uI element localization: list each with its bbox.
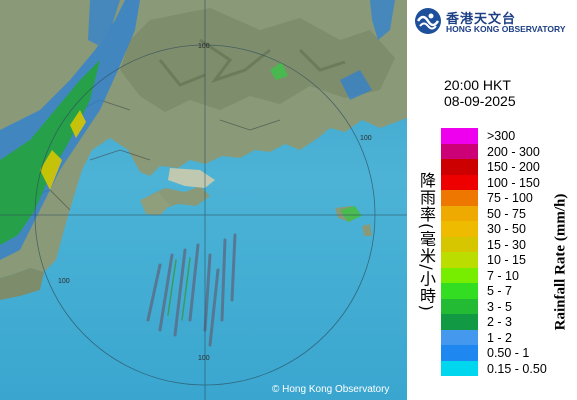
rain-streaks-green [167,257,191,321]
rain-band-west-yellow [40,110,86,190]
scale-range-label: >300 [487,129,516,143]
scale-swatch [441,283,478,299]
scale-row: 7 - 10 [441,267,577,283]
scale-title-english: Rainfall Rate (mm/h) [552,193,569,331]
scale-row: 3 - 5 [441,298,577,314]
scale-swatch [441,314,478,330]
rain-cells-east [270,62,362,222]
scale-swatch [441,143,478,159]
scale-range-label: 2 - 3 [487,315,513,329]
range-label-south: 100 [198,355,210,362]
scale-row: 0.15 - 0.50 [441,360,577,376]
scale-row: 200 - 300 [441,143,577,159]
observation-time: 20:00 HKT [444,77,511,93]
scale-swatch [441,128,478,144]
range-label-west: 100 [58,278,70,285]
scale-range-label: 7 - 10 [487,268,519,283]
scale-row: 10 - 15 [441,252,577,268]
scale-swatch [441,205,478,221]
scale-range-label: 15 - 30 [487,237,526,252]
range-label-east: 100 [360,135,372,142]
scale-swatch [441,190,478,206]
scale-row: 1 - 2 [441,329,577,345]
scale-swatch [441,236,478,252]
scale-range-label: 50 - 75 [487,206,526,221]
lantau-island [140,192,170,215]
rain-band-north-blue [88,0,395,100]
hko-logo: 香港天文台 HONG KONG OBSERVATORY [414,6,574,36]
radar-map-canvas: 100 100 100 100 [0,0,407,400]
scale-range-label: 3 - 5 [487,299,513,314]
scale-range-label: 0.15 - 0.50 [487,361,547,376]
scale-swatch [441,329,478,345]
rain-band-west-green [0,60,100,245]
scale-range-label: 5 - 7 [487,284,513,298]
scale-swatch [441,159,478,175]
scale-row: 30 - 50 [441,221,577,237]
scale-range-label: 10 - 15 [487,253,526,267]
logo-chinese-text: 香港天文台 [446,12,517,27]
hko-logo-icon [415,8,441,34]
observation-date: 08-09-2025 [444,93,516,109]
scale-row: 15 - 30 [441,236,577,252]
range-rings [0,0,407,400]
scale-row: 75 - 100 [441,190,577,206]
scale-range-label: 1 - 2 [487,330,513,345]
scale-row: 100 - 150 [441,174,577,190]
range-label-north: 100 [198,43,210,50]
scale-row: 2 - 3 [441,314,577,330]
scale-swatch [441,221,478,237]
scale-range-label: 75 - 100 [487,191,533,205]
scale-range-label: 100 - 150 [487,175,540,190]
scale-row: 50 - 75 [441,205,577,221]
scale-swatch [441,267,478,283]
scale-row: >300 [441,128,577,144]
logo-english-text: HONG KONG OBSERVATORY [446,24,566,34]
scale-row: 150 - 200 [441,159,577,175]
scale-swatch [441,174,478,190]
scale-swatch [441,345,478,361]
scale-range-label: 200 - 300 [487,144,540,159]
scale-range-label: 30 - 50 [487,222,526,236]
legend-panel [407,0,577,400]
scale-row: 5 - 7 [441,283,577,299]
scale-swatch [441,360,478,376]
scale-title-chinese: 降雨率(毫米/小時) [417,172,436,312]
copyright-notice: © Hong Kong Observatory [272,384,390,395]
rain-streaks-south [146,233,237,347]
scale-row: 0.50 - 1 [441,345,577,361]
rainfall-rate-scale: >300 200 - 300 150 - 200 100 - 150 75 - 100 5… [441,128,577,376]
mainland-ridges [158,38,346,87]
kowloon-peninsula [168,168,215,188]
scale-swatch [441,298,478,314]
scale-range-label: 150 - 200 [487,160,540,174]
scale-range-label: 0.50 - 1 [487,346,530,360]
radar-map: 100 100 100 100 © Hong Kong Observatory [0,0,407,400]
scale-swatch [441,252,478,268]
western-coast [0,268,44,300]
